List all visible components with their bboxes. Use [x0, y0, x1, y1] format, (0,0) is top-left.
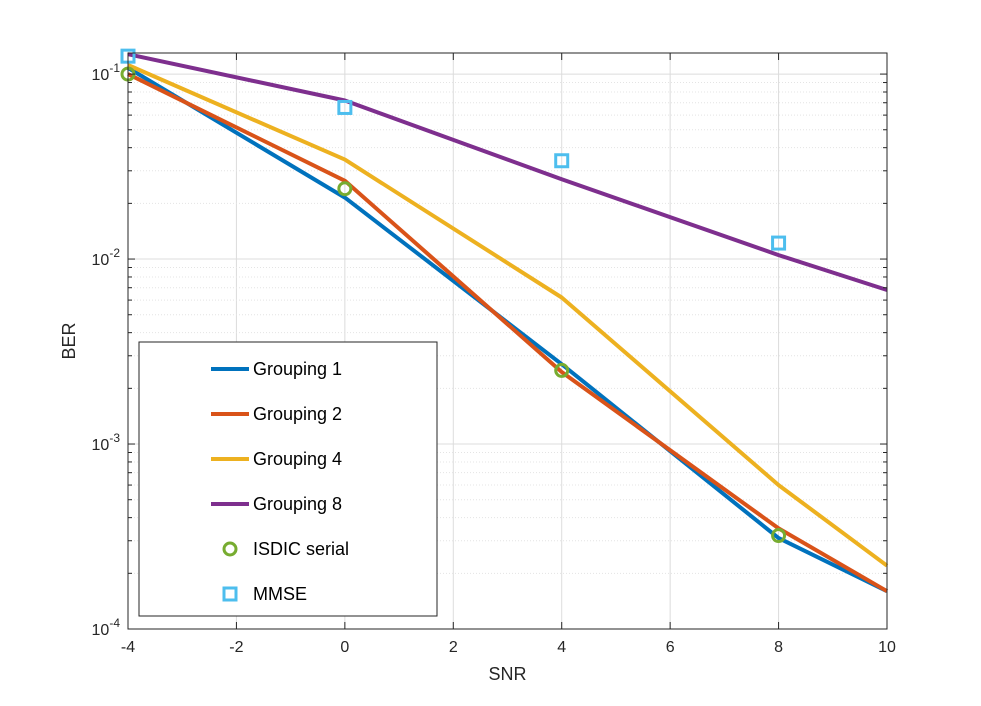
- x-tick-label: -4: [121, 639, 135, 656]
- data-point: [337, 181, 353, 197]
- series-grouping-2: [127, 72, 889, 593]
- legend-box: [138, 341, 438, 617]
- data-point: [771, 528, 787, 544]
- data-point: [554, 153, 570, 169]
- y-tick-base: 10: [92, 622, 110, 639]
- x-tick-label: 6: [666, 639, 675, 656]
- legend-label: Grouping 2: [253, 404, 342, 424]
- legend-swatch: [222, 586, 238, 602]
- y-tick-base: 10: [92, 437, 110, 454]
- y-tick-exponent: -4: [109, 616, 120, 630]
- y-tick-exponent: -2: [109, 246, 120, 260]
- data-point: [337, 99, 353, 115]
- legend-label: Grouping 4: [253, 449, 342, 469]
- series-line: [127, 63, 889, 568]
- x-tick-label: 10: [878, 639, 896, 656]
- x-tick-label: 4: [557, 639, 566, 656]
- y-tick-label: 10-1: [92, 61, 121, 84]
- series-line: [127, 52, 888, 292]
- legend-entry-grouping-2: Grouping 2: [211, 404, 342, 424]
- y-axis-title: BER: [59, 322, 79, 359]
- series-line: [127, 72, 889, 593]
- legend-label: MMSE: [253, 584, 307, 604]
- data-point: [771, 235, 787, 251]
- plot-frame: [127, 52, 888, 630]
- y-tick-base: 10: [92, 252, 110, 269]
- x-tick-label: 0: [340, 639, 349, 656]
- x-tick-label: 2: [449, 639, 458, 656]
- series-grouping-8: [127, 52, 888, 292]
- plot-series: [120, 48, 889, 593]
- y-tick-label: 10-3: [92, 431, 121, 454]
- legend-entry-mmse: MMSE: [222, 584, 307, 604]
- data-point: [554, 362, 570, 378]
- y-tick-exponent: -3: [109, 431, 120, 445]
- legend: Grouping 1 Grouping 2 Grouping 4 Grouping 8…: [138, 341, 438, 617]
- y-tick-base: 10: [92, 67, 110, 84]
- series-grouping-4: [127, 63, 889, 568]
- x-tick-label: -2: [229, 639, 243, 656]
- legend-entry-isdic-serial: ISDIC serial: [222, 539, 349, 559]
- y-tick-label: 10-4: [92, 616, 121, 639]
- legend-entry-grouping-4: Grouping 4: [211, 449, 342, 469]
- legend-entry-grouping-1: Grouping 1: [211, 359, 342, 379]
- y-tick-exponent: -1: [109, 61, 120, 75]
- legend-label: Grouping 8: [253, 494, 342, 514]
- x-tick-label: 8: [774, 639, 783, 656]
- x-axis-title: SNR: [488, 664, 526, 684]
- legend-label: ISDIC serial: [253, 539, 349, 559]
- y-tick-label: 10-2: [92, 246, 121, 269]
- legend-label: Grouping 1: [253, 359, 342, 379]
- legend-swatch: [222, 541, 238, 557]
- legend-entry-grouping-8: Grouping 8: [211, 494, 342, 514]
